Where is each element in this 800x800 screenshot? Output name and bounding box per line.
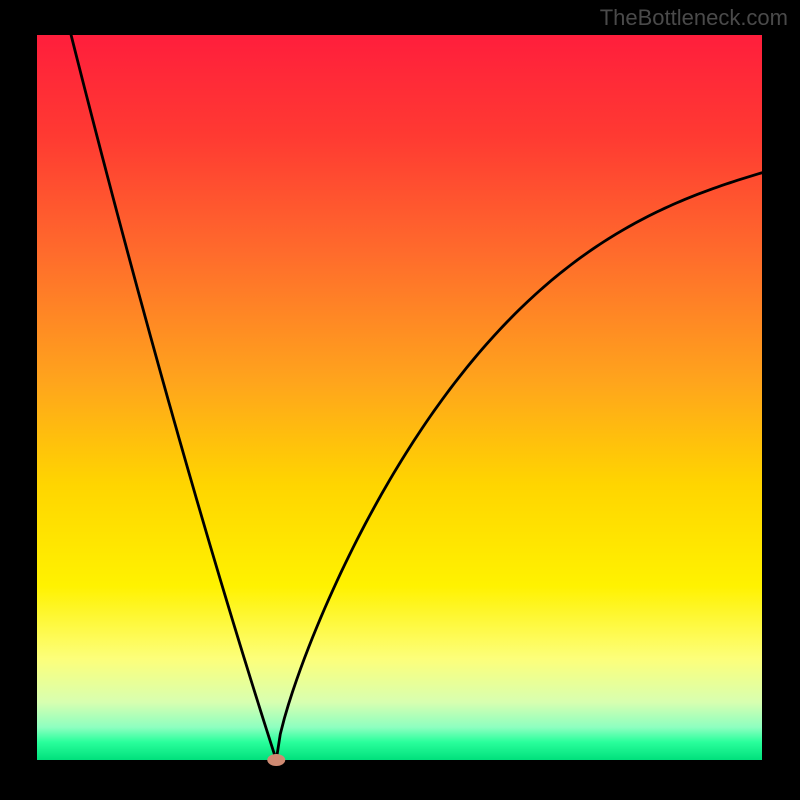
bottleneck-chart bbox=[0, 0, 800, 800]
plot-background bbox=[37, 35, 762, 760]
watermark-label: TheBottleneck.com bbox=[600, 5, 788, 31]
chart-container: TheBottleneck.com bbox=[0, 0, 800, 800]
vertex-marker bbox=[267, 754, 285, 766]
